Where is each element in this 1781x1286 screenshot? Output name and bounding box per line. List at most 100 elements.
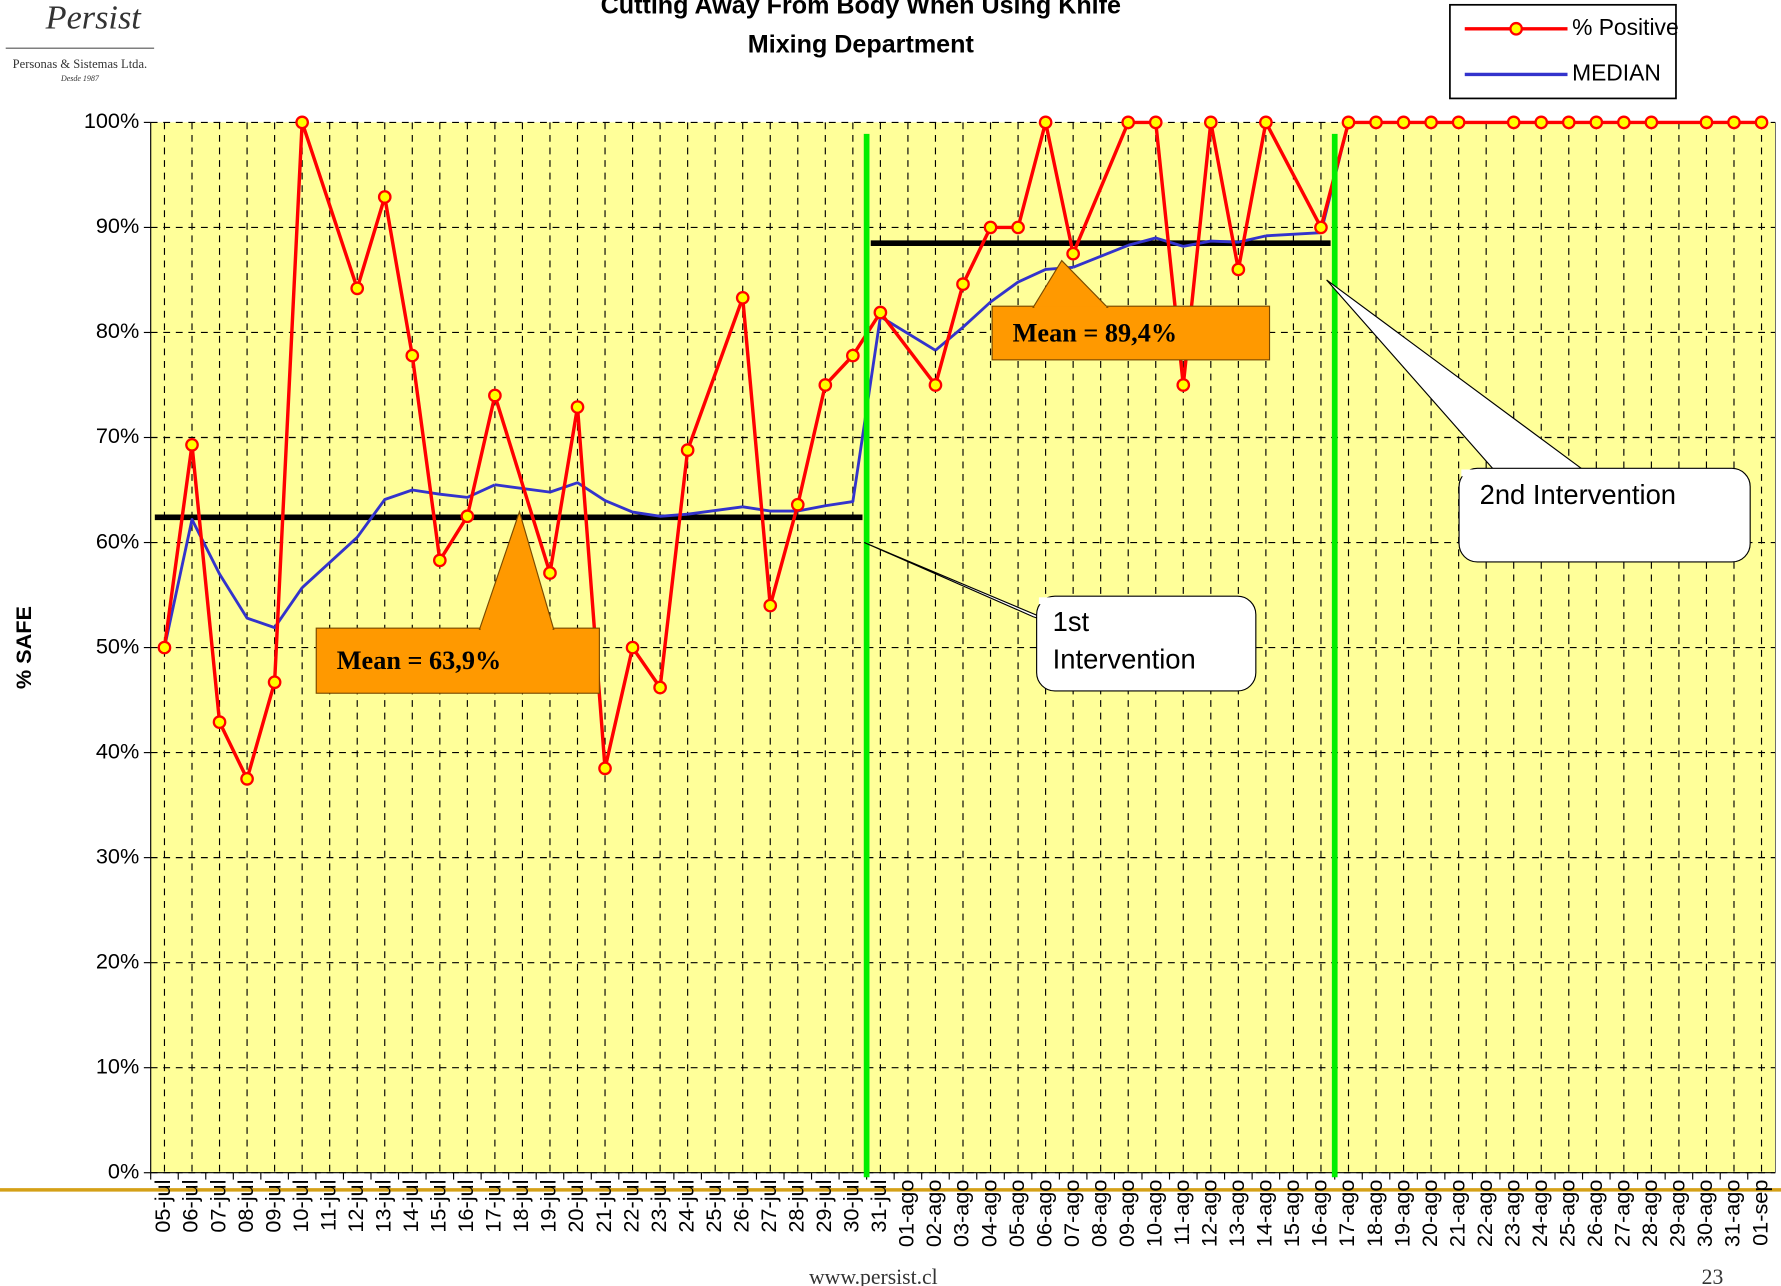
data-point: [1754, 115, 1769, 130]
data-point: [1231, 262, 1246, 277]
legend-label: MEDIAN: [1572, 59, 1661, 85]
y-axis-label: % SAFE: [11, 606, 36, 689]
x-tick-label: 18-jul: [508, 1180, 533, 1233]
legend-box: [1449, 3, 1677, 100]
x-tick-label: 19-ago: [1389, 1180, 1414, 1248]
data-point: [1066, 246, 1080, 261]
data-point: [1616, 115, 1631, 130]
x-tick-label: 12-ago: [1197, 1180, 1222, 1248]
intervention-label: Intervention: [1053, 644, 1196, 675]
x-tick-label: 20-ago: [1417, 1180, 1442, 1248]
y-tick-label: 10%: [96, 1053, 139, 1078]
legend-label: % Positive: [1572, 14, 1679, 40]
x-tick-label: 14-ago: [1252, 1180, 1277, 1248]
x-tick-label: 21-ago: [1444, 1180, 1469, 1248]
x-tick-label: 25-jul: [701, 1180, 726, 1233]
x-tick-label: 25-ago: [1555, 1180, 1580, 1248]
y-tick-label: 20%: [96, 948, 139, 973]
gap-bridge: [300, 121, 359, 289]
x-tick-label: 05-ago: [1004, 1180, 1029, 1248]
x-tick-label: 06-ago: [1031, 1180, 1056, 1248]
gap-bridge: [1264, 121, 1323, 229]
gap-bridge: [301, 536, 359, 589]
x-tick-label: 28-jul: [784, 1180, 809, 1233]
gap-bridge: [1071, 121, 1130, 255]
y-tick-label: 60%: [96, 528, 139, 553]
data-point: [1259, 115, 1273, 130]
x-tick-label: 10-ago: [1141, 1180, 1166, 1248]
data-point: [1176, 378, 1191, 392]
data-point: [350, 281, 365, 296]
overlays: 1st Intervention 2nd Intervention Mean = 63…: [315, 3, 1751, 1178]
data-point: [1561, 115, 1576, 130]
y-tick-label: 50%: [96, 633, 139, 658]
data-point: [625, 640, 640, 655]
data-point: [1148, 115, 1163, 130]
data-point: [1121, 115, 1136, 130]
data-point: [460, 509, 475, 524]
callout-box: [315, 627, 600, 694]
data-point: [983, 220, 998, 235]
intervention-label: 1st: [1053, 606, 1090, 637]
chart-title: Cutting Away From Body When Using Knife: [601, 0, 1121, 20]
data-point: [928, 378, 943, 392]
gap-bridge: [493, 394, 552, 574]
data-point: [1727, 115, 1741, 130]
y-tick-label: 0%: [108, 1158, 139, 1183]
x-tick-label: 31-ago: [1720, 1180, 1745, 1248]
chart-subtitle: Mixing Department: [748, 31, 975, 59]
x-tick-label: 12-jul: [343, 1180, 368, 1233]
x-tick-label: 21-jul: [591, 1180, 616, 1233]
legend-marker: [1509, 21, 1523, 36]
data-point: [1341, 115, 1356, 130]
callout-box: [1458, 467, 1751, 563]
x-tick-label: 16-jul: [453, 1180, 478, 1233]
y-tick-label: 70%: [96, 423, 139, 448]
data-point: [295, 115, 309, 130]
y-tick-label: 100%: [84, 108, 139, 133]
x-tick-label: 29-jul: [811, 1180, 836, 1233]
x-tick-label: 07-jul: [205, 1180, 230, 1233]
x-tick-label: 13-ago: [1224, 1180, 1249, 1248]
y-tick-label: 40%: [96, 738, 139, 763]
y-tick-label: 90%: [96, 213, 139, 238]
data-point: [1011, 220, 1025, 235]
data-point: [377, 190, 392, 204]
data-point: [405, 348, 420, 363]
data-point: [488, 388, 502, 403]
gap-bridge: [686, 297, 745, 451]
gap-bridge: [687, 505, 743, 516]
x-tick-label: 16-ago: [1307, 1180, 1332, 1248]
x-tick-label: 01-sep: [1747, 1180, 1772, 1246]
x-tick-label: 26-jul: [728, 1180, 753, 1233]
callout-mask: [1461, 469, 1507, 477]
data-point: [1038, 115, 1053, 130]
data-point: [956, 277, 970, 292]
x-tick-label: 24-jul: [673, 1180, 698, 1233]
data-point: [1506, 115, 1521, 130]
data-point: [1534, 115, 1549, 130]
gap-bridge: [1072, 243, 1129, 269]
logo-company: Personas & Sistemas Ltda.: [13, 57, 148, 71]
intervention-label: 2nd Intervention: [1480, 479, 1676, 510]
logo-name: Persist: [45, 0, 143, 37]
callout-box: [991, 305, 1271, 361]
data-point: [680, 443, 695, 457]
data-point: [1203, 115, 1218, 130]
data-point: [1589, 115, 1604, 130]
x-tick-label: 18-ago: [1362, 1180, 1387, 1248]
logo: Persist Personas & Sistemas Ltda. Desde …: [5, 0, 155, 83]
data-point: [735, 290, 750, 305]
data-point: [873, 305, 888, 320]
callout-box: [1036, 595, 1257, 692]
y-tick-label: 30%: [96, 843, 139, 868]
callout-seam: [1034, 306, 1107, 310]
x-tick-label: 29-ago: [1665, 1180, 1690, 1248]
x-tick-label: 14-jul: [398, 1180, 423, 1233]
data-point: [790, 497, 805, 512]
x-tick-label: 27-jul: [756, 1180, 781, 1233]
data-point: [1699, 115, 1714, 130]
x-tick-label: 17-ago: [1334, 1180, 1359, 1248]
x-tick-label: 10-jul: [288, 1180, 313, 1233]
